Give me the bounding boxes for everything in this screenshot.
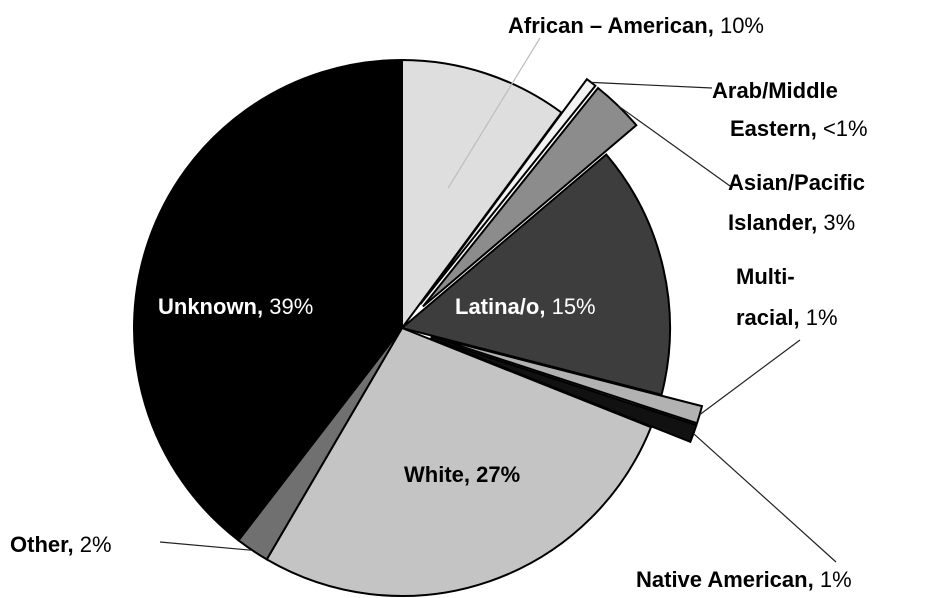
label-white: White, 27% — [404, 462, 520, 487]
pie-slice-african-american — [401, 58, 563, 332]
label-multi-racial: Multi- racial, 1% — [736, 264, 838, 330]
leader-line-arab-middle-eastern — [591, 81, 713, 89]
label-asian-pacific-islander: Asian/Pacific Islander, 3% — [728, 170, 871, 235]
label-native-american: Native American, 1% — [636, 567, 852, 592]
label-african-american: African – American, 10% — [508, 13, 764, 38]
pie-slice-native-american — [429, 337, 698, 444]
leader-line-native-american — [693, 433, 837, 563]
label-unknown: Unknown, 39% — [158, 294, 313, 319]
label-other: Other, 2% — [10, 532, 112, 557]
pie-slice-arab-middle-eastern — [419, 77, 597, 305]
pie-slice-latina-o — [399, 153, 671, 396]
label-arab-middle-eastern: Arab/Middle Eastern, <1% — [712, 78, 868, 141]
pie-slice-white — [265, 326, 653, 597]
pie-slice-unknown — [133, 58, 403, 542]
leader-line-multi-racial — [699, 339, 801, 416]
leader-line-asian-pacific-islander — [617, 105, 731, 187]
leader-line-african-american — [447, 37, 541, 189]
label-latina-o: Latina/o, 15% — [455, 294, 596, 319]
leader-line-other — [159, 541, 253, 551]
leader-lines — [159, 37, 837, 563]
pie-slices — [133, 58, 704, 597]
